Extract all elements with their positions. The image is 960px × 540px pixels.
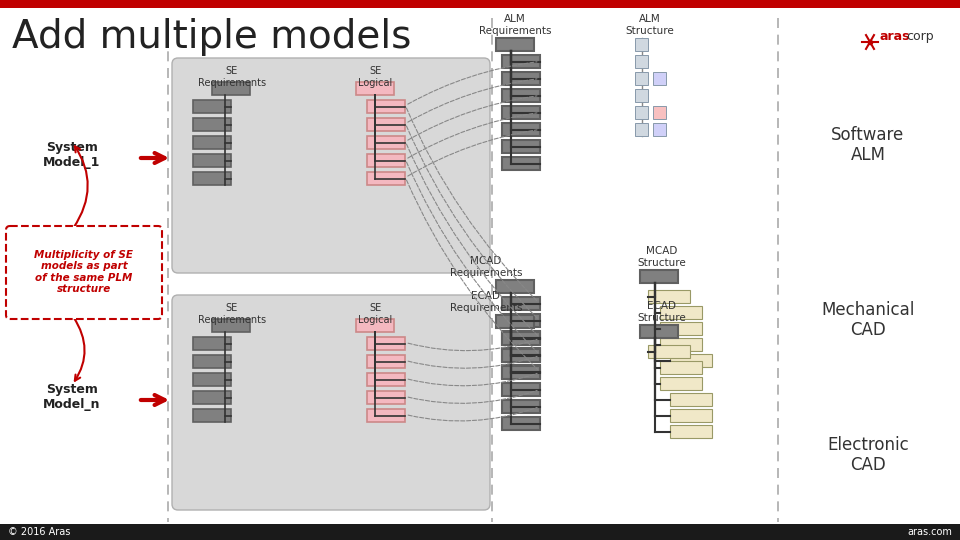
Bar: [0, 524, 960, 540]
Text: SE
Logical: SE Logical: [358, 303, 392, 325]
Bar: [496, 38, 534, 51]
Bar: [670, 393, 712, 406]
Bar: [502, 331, 540, 344]
Bar: [635, 72, 648, 85]
Bar: [193, 118, 231, 131]
Bar: [660, 361, 702, 374]
Bar: [648, 345, 690, 358]
Bar: [496, 280, 534, 293]
Bar: [368, 373, 405, 386]
Bar: [653, 72, 666, 85]
Bar: [660, 322, 702, 335]
Text: SE
Logical: SE Logical: [358, 66, 392, 87]
Bar: [502, 348, 540, 361]
FancyBboxPatch shape: [6, 226, 162, 319]
Bar: [212, 319, 250, 332]
Bar: [635, 38, 648, 51]
Bar: [635, 106, 648, 119]
Text: System
Model_n: System Model_n: [43, 383, 101, 411]
Bar: [502, 349, 540, 362]
Bar: [502, 72, 540, 85]
Bar: [368, 118, 405, 131]
Bar: [640, 325, 678, 338]
Bar: [648, 290, 690, 303]
Text: corp: corp: [906, 30, 934, 43]
Bar: [496, 315, 534, 328]
Bar: [502, 140, 540, 153]
Bar: [368, 136, 405, 149]
Text: © 2016 Aras: © 2016 Aras: [8, 527, 70, 537]
Bar: [660, 306, 702, 319]
Bar: [193, 136, 231, 149]
Bar: [502, 417, 540, 430]
Bar: [212, 82, 250, 95]
Bar: [368, 172, 405, 185]
Text: Multiplicity of SE
models as part
of the same PLM
structure: Multiplicity of SE models as part of the…: [35, 249, 133, 294]
Text: ALM
Requirements: ALM Requirements: [479, 15, 551, 36]
Bar: [660, 338, 702, 351]
Bar: [193, 373, 231, 386]
Bar: [502, 89, 540, 102]
Bar: [660, 377, 702, 390]
Text: Software
ALM: Software ALM: [831, 126, 904, 164]
Bar: [635, 123, 648, 136]
Bar: [635, 89, 648, 102]
Bar: [502, 332, 540, 345]
Bar: [368, 409, 405, 422]
Bar: [0, 0, 960, 8]
Bar: [670, 425, 712, 438]
Text: ECAD
Structure: ECAD Structure: [637, 301, 686, 323]
Bar: [368, 100, 405, 113]
Text: SE
Requirements: SE Requirements: [198, 66, 266, 87]
Bar: [635, 55, 648, 68]
Bar: [502, 106, 540, 119]
Bar: [356, 319, 394, 332]
Bar: [653, 123, 666, 136]
Text: MCAD
Requirements: MCAD Requirements: [449, 256, 522, 278]
FancyBboxPatch shape: [172, 295, 490, 510]
Bar: [193, 337, 231, 350]
Bar: [502, 314, 540, 327]
Bar: [368, 154, 405, 167]
Bar: [502, 123, 540, 136]
Text: SE
Requirements: SE Requirements: [198, 303, 266, 325]
Bar: [368, 355, 405, 368]
Bar: [193, 391, 231, 404]
Text: ECAD
Requirements: ECAD Requirements: [449, 292, 522, 313]
Bar: [670, 354, 712, 367]
Bar: [502, 55, 540, 68]
Text: Mechanical
CAD: Mechanical CAD: [822, 301, 915, 340]
Bar: [193, 100, 231, 113]
Bar: [502, 400, 540, 413]
Bar: [193, 409, 231, 422]
Bar: [502, 157, 540, 170]
Bar: [640, 270, 678, 283]
Bar: [502, 297, 540, 310]
Text: aras: aras: [879, 30, 910, 43]
Text: System
Model_1: System Model_1: [43, 141, 101, 169]
Bar: [502, 366, 540, 379]
Text: ALM
Structure: ALM Structure: [626, 15, 674, 36]
Bar: [368, 337, 405, 350]
Bar: [368, 391, 405, 404]
Bar: [670, 409, 712, 422]
Text: aras.com: aras.com: [907, 527, 952, 537]
Bar: [502, 365, 540, 378]
Text: Electronic
CAD: Electronic CAD: [828, 436, 909, 475]
Bar: [193, 172, 231, 185]
Bar: [653, 106, 666, 119]
Bar: [502, 383, 540, 396]
Text: MCAD
Structure: MCAD Structure: [637, 246, 686, 268]
Bar: [193, 355, 231, 368]
Bar: [356, 82, 394, 95]
Bar: [193, 154, 231, 167]
FancyBboxPatch shape: [172, 58, 490, 273]
Text: Add multiple models: Add multiple models: [12, 18, 412, 56]
